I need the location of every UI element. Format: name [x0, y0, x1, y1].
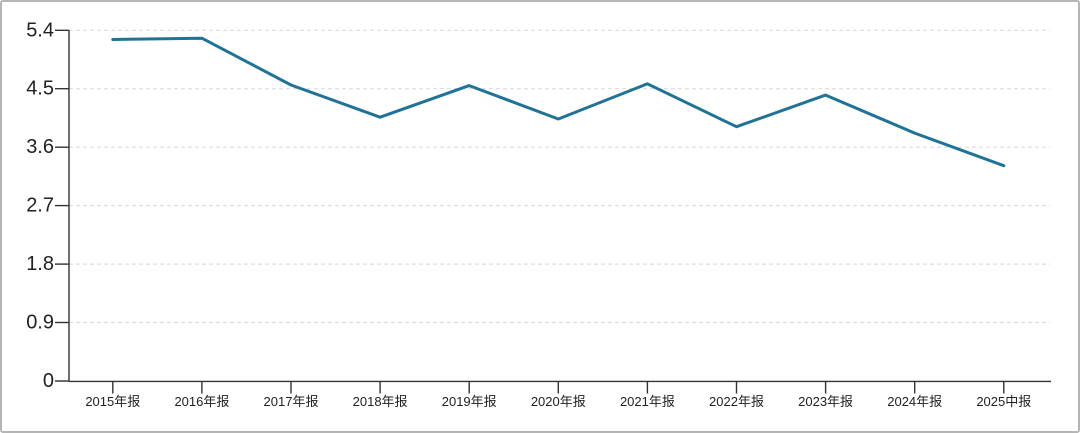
svg-text:2022年报: 2022年报 — [709, 394, 764, 409]
svg-text:3.6: 3.6 — [26, 136, 54, 158]
svg-text:2021年报: 2021年报 — [620, 394, 675, 409]
svg-text:2024年报: 2024年报 — [887, 394, 942, 409]
svg-text:2.7: 2.7 — [26, 195, 54, 217]
svg-text:0.9: 0.9 — [26, 312, 54, 334]
svg-text:2015年报: 2015年报 — [85, 394, 140, 409]
svg-text:2019年报: 2019年报 — [442, 394, 497, 409]
svg-text:2023年报: 2023年报 — [798, 394, 853, 409]
svg-text:1.8: 1.8 — [26, 253, 54, 275]
svg-text:2025中报: 2025中报 — [976, 394, 1031, 409]
svg-text:2016年报: 2016年报 — [174, 394, 229, 409]
svg-text:2017年报: 2017年报 — [264, 394, 319, 409]
svg-text:2020年报: 2020年报 — [531, 394, 586, 409]
svg-text:2018年报: 2018年报 — [353, 394, 408, 409]
svg-text:0: 0 — [43, 370, 54, 392]
svg-text:4.5: 4.5 — [26, 78, 54, 100]
svg-text:5.4: 5.4 — [26, 19, 54, 41]
